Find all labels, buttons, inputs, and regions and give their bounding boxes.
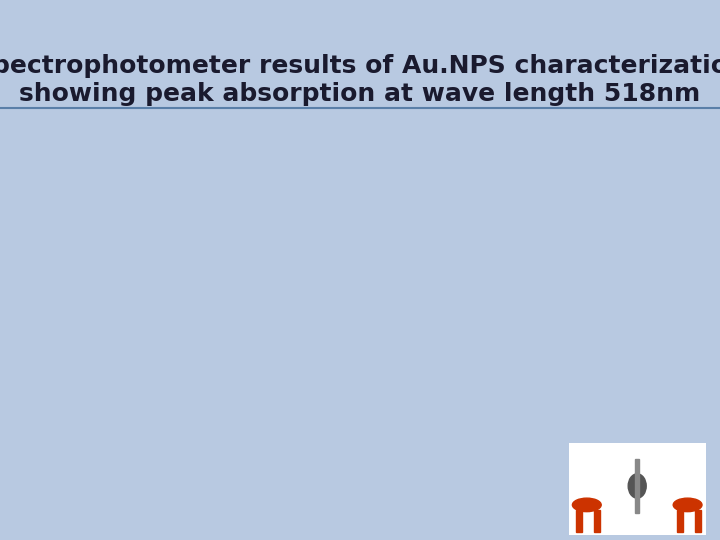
FancyBboxPatch shape bbox=[569, 443, 706, 535]
Bar bbox=[576, 510, 582, 532]
Bar bbox=[594, 510, 600, 532]
Bar bbox=[695, 510, 701, 532]
Bar bbox=[635, 459, 639, 513]
Bar bbox=[677, 510, 683, 532]
Ellipse shape bbox=[628, 474, 647, 498]
Ellipse shape bbox=[673, 498, 702, 512]
Text: Spectrophotometer results of Au.NPS characterization
showing peak absorption at : Spectrophotometer results of Au.NPS char… bbox=[0, 54, 720, 106]
Ellipse shape bbox=[572, 498, 601, 512]
